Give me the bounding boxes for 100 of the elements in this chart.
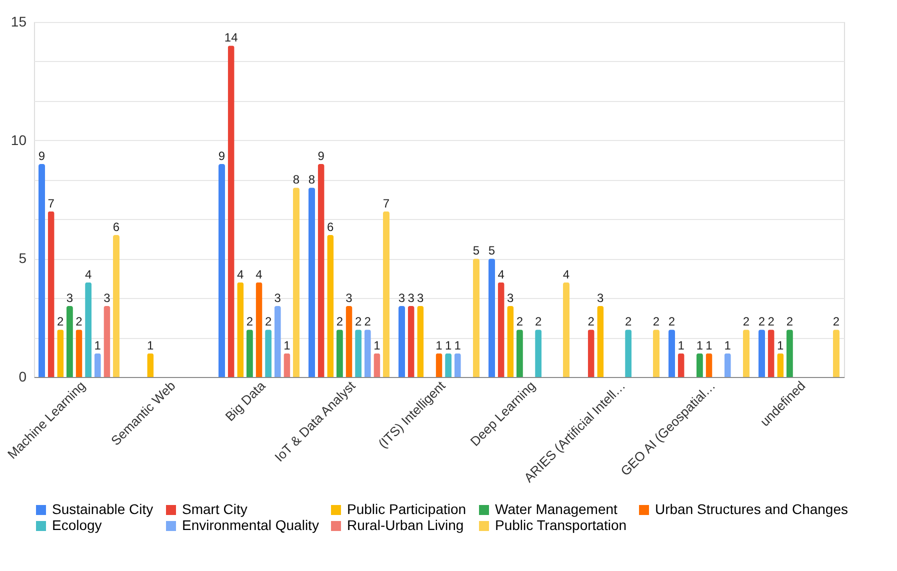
bar <box>66 306 73 377</box>
data-label: 1 <box>94 338 102 352</box>
data-label: 1 <box>696 338 704 352</box>
data-label: 1 <box>454 338 462 352</box>
bar <box>625 330 632 377</box>
bar <box>417 306 424 377</box>
bar <box>246 330 253 377</box>
data-label: 2 <box>668 314 676 329</box>
data-label: 2 <box>742 314 750 329</box>
bar <box>832 330 840 377</box>
bar <box>758 330 766 377</box>
legend-label: Rural-Urban Living <box>347 517 464 533</box>
data-label: 2 <box>264 314 272 329</box>
data-label: 1 <box>436 338 443 352</box>
data-label: 1 <box>444 338 452 352</box>
bar <box>706 353 712 377</box>
bar <box>85 282 92 377</box>
legend-label: Water Management <box>495 501 618 517</box>
data-label: 9 <box>218 149 226 163</box>
bar <box>696 353 703 377</box>
y-tick-label: 5 <box>18 250 27 266</box>
bar <box>668 330 676 377</box>
data-label: 3 <box>507 291 514 305</box>
bar <box>498 282 504 377</box>
data-label: 2 <box>354 314 362 329</box>
data-label: 1 <box>777 338 784 352</box>
bar <box>516 330 523 377</box>
bar <box>488 258 496 377</box>
bar <box>364 330 371 377</box>
data-label: 3 <box>417 291 424 305</box>
data-label: 14 <box>224 30 238 45</box>
bar <box>454 353 461 377</box>
data-label: 9 <box>318 149 325 163</box>
data-label: 3 <box>104 291 111 305</box>
bar <box>265 330 272 377</box>
bar <box>374 353 380 377</box>
data-label: 2 <box>246 314 254 329</box>
legend-label: Smart City <box>182 501 248 517</box>
data-label: 2 <box>786 314 794 329</box>
data-label: 2 <box>76 314 83 329</box>
data-label: 3 <box>597 291 604 305</box>
y-tick-label: 15 <box>10 14 27 30</box>
data-label: 2 <box>57 314 64 329</box>
bar <box>336 330 343 377</box>
bar <box>237 282 244 377</box>
bar <box>597 306 604 377</box>
bar <box>38 164 46 377</box>
data-label: 2 <box>832 314 840 329</box>
data-label: 8 <box>308 172 316 187</box>
bar <box>76 330 82 377</box>
bar <box>112 235 120 377</box>
bar <box>535 330 542 377</box>
data-label: 5 <box>472 244 480 258</box>
legend-label: Public Participation <box>347 501 466 517</box>
data-label: 6 <box>327 220 334 234</box>
bar <box>218 164 226 377</box>
data-label: 4 <box>237 267 244 282</box>
data-label: 9 <box>38 149 46 163</box>
bar <box>274 306 281 377</box>
legend-label: Public Transportation <box>495 517 627 533</box>
data-label: 2 <box>768 314 775 329</box>
bar <box>228 46 234 377</box>
bar <box>408 306 414 377</box>
data-label: 4 <box>498 267 505 282</box>
bar <box>308 188 316 377</box>
y-tick-label: 10 <box>10 132 27 148</box>
data-label: 2 <box>588 314 595 329</box>
bar <box>346 306 352 377</box>
bar <box>786 330 793 377</box>
bar <box>777 353 784 377</box>
data-label: 1 <box>678 338 685 352</box>
bar <box>292 188 300 377</box>
bar <box>472 258 480 377</box>
data-label: 3 <box>66 291 74 305</box>
data-label: 8 <box>292 172 300 187</box>
data-label: 2 <box>624 314 632 329</box>
data-label: 1 <box>374 338 381 352</box>
data-label: 3 <box>398 291 406 305</box>
bar <box>724 353 731 377</box>
bar <box>256 282 262 377</box>
data-label: 3 <box>346 291 353 305</box>
bar <box>652 330 660 377</box>
data-label: 2 <box>652 314 660 329</box>
data-label: 7 <box>382 196 390 210</box>
bar <box>327 235 334 377</box>
bar <box>445 353 452 377</box>
data-label: 3 <box>274 291 282 305</box>
data-label: 1 <box>147 338 154 352</box>
data-label: 1 <box>706 338 713 352</box>
bar <box>48 211 54 377</box>
data-label: 7 <box>48 196 55 210</box>
legend-label: Ecology <box>52 517 102 533</box>
legend-label: Sustainable City <box>52 501 154 517</box>
data-label: 2 <box>534 314 542 329</box>
bar <box>398 306 406 377</box>
data-label: 2 <box>336 314 344 329</box>
bar <box>94 353 101 377</box>
bar <box>318 164 324 377</box>
bar <box>562 282 570 377</box>
data-label: 4 <box>84 267 92 282</box>
